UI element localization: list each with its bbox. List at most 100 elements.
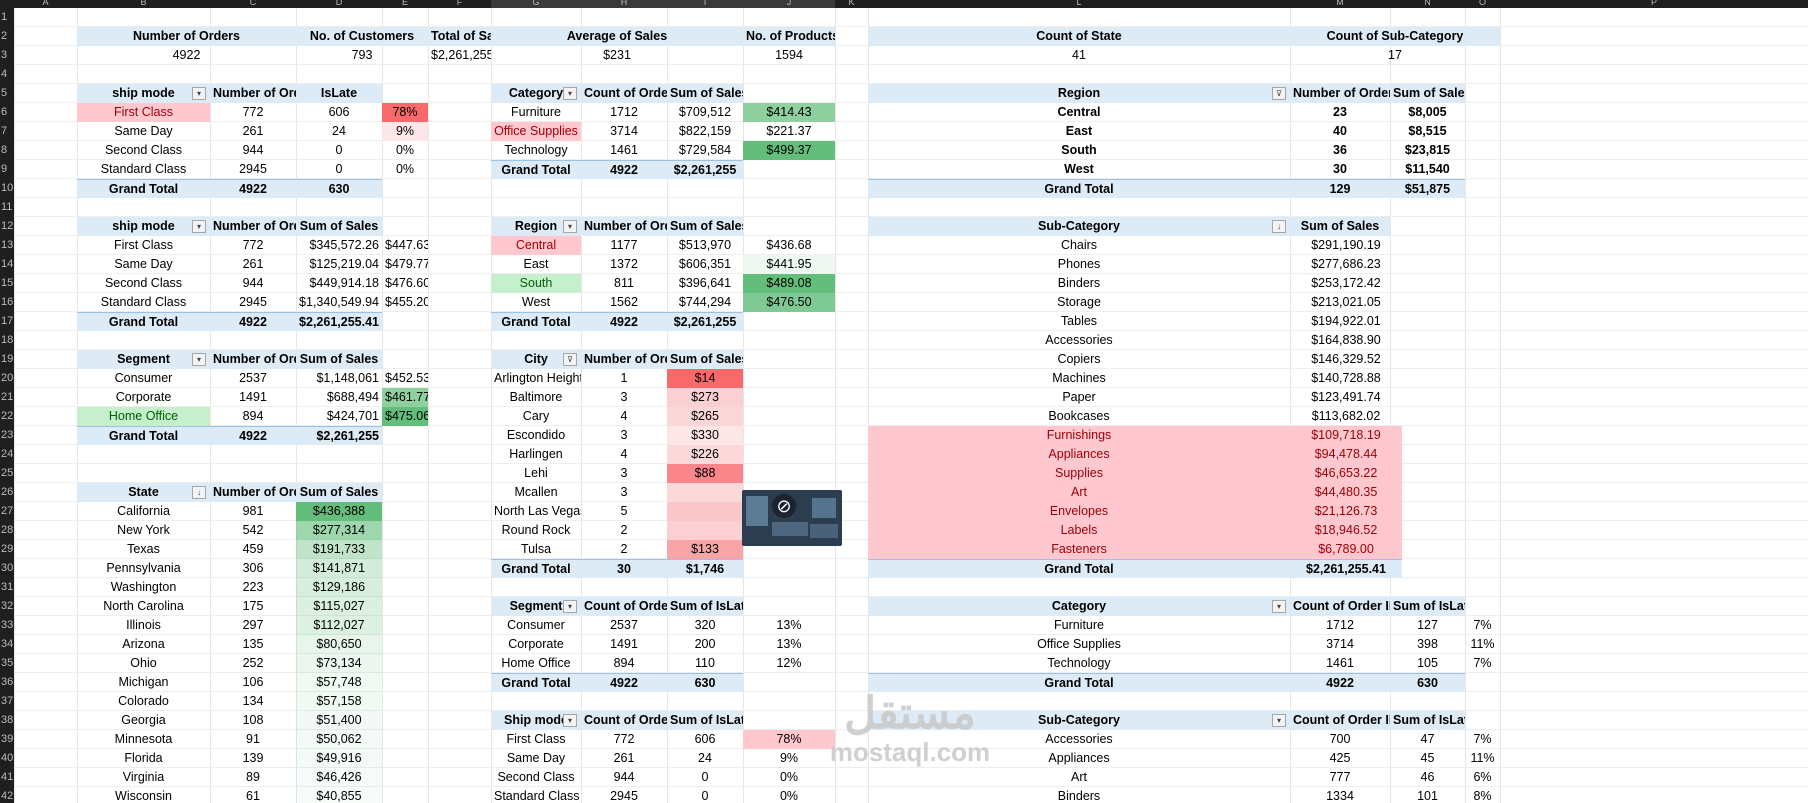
percent-value[interactable]: 9%	[382, 122, 428, 141]
grand-total[interactable]: Grand Total	[868, 179, 1290, 198]
column-header-O[interactable]: O	[1478, 0, 1486, 7]
value[interactable]: $1,148,061	[316, 371, 379, 385]
value[interactable]: $46,653.22	[1290, 464, 1402, 483]
row-header[interactable]: 32	[1, 600, 14, 612]
filter-dropdown-button[interactable]: ▾	[563, 87, 577, 100]
row-label[interactable]: Labels	[868, 521, 1290, 540]
value[interactable]: 1712	[610, 105, 638, 119]
grand-total[interactable]: 4922	[210, 312, 296, 331]
row-label[interactable]: Virginia	[122, 770, 165, 784]
row-label[interactable]: Phones	[1057, 257, 1101, 271]
value[interactable]: $50,062	[296, 730, 382, 749]
row-label[interactable]: Furniture	[510, 105, 562, 119]
value[interactable]: $449,914.18	[309, 276, 379, 290]
row-label[interactable]: Lehi	[524, 466, 548, 480]
row-label[interactable]: Colorado	[118, 694, 169, 708]
value[interactable]: $140,728.88	[1311, 371, 1381, 385]
average-value[interactable]: $461.77	[382, 388, 428, 407]
row-header[interactable]: 38	[1, 714, 14, 726]
thumbnail-overlay[interactable]: ⊘	[742, 490, 842, 546]
value[interactable]: $513,970	[678, 238, 732, 252]
pivot-header[interactable]: Segment	[491, 597, 581, 616]
pivot-header[interactable]: Sum of IsLate	[1390, 711, 1465, 730]
grand-total[interactable]: $2,261,255	[296, 426, 382, 445]
value[interactable]: 1372	[610, 257, 638, 271]
pivot-header[interactable]: Number of Order	[581, 350, 667, 369]
row-header[interactable]: 17	[1, 315, 14, 327]
row-label[interactable]: Supplies	[868, 464, 1290, 483]
pivot-header[interactable]: Count of Order ID	[1290, 711, 1390, 730]
percent-value[interactable]: 13%	[776, 618, 802, 632]
value[interactable]: $213,021.05	[1311, 295, 1381, 309]
pivot-header[interactable]: Sum of Sales	[667, 84, 743, 103]
average-value[interactable]: $489.08	[743, 274, 835, 293]
value[interactable]	[667, 483, 743, 502]
filter-dropdown-button[interactable]: ▾	[563, 600, 577, 613]
value[interactable]: 3714	[1326, 637, 1354, 651]
pivot-header[interactable]: Count of Order ID	[1290, 597, 1390, 616]
value[interactable]: 944	[242, 143, 264, 157]
value[interactable]: $14	[667, 369, 743, 388]
pivot-header[interactable]: ship mode	[77, 217, 210, 236]
value[interactable]: $729,584	[678, 143, 732, 157]
row-label[interactable]: Office Supplies	[491, 122, 581, 141]
row-label[interactable]: Technology	[504, 143, 568, 157]
value[interactable]: $73,134	[296, 654, 382, 673]
average-value[interactable]: $476.60	[385, 276, 428, 290]
row-header[interactable]: 33	[1, 619, 14, 631]
value[interactable]: 4	[620, 409, 628, 423]
value[interactable]: $396,641	[678, 276, 732, 290]
value[interactable]: $146,329.52	[1311, 352, 1381, 366]
row-label[interactable]: Illinois	[126, 618, 161, 632]
value[interactable]: 3	[620, 466, 628, 480]
grand-total[interactable]: 4922	[581, 312, 667, 331]
value[interactable]: $88	[667, 464, 743, 483]
value[interactable]: 252	[242, 656, 264, 670]
grand-total[interactable]: 4922	[210, 426, 296, 445]
value[interactable]: $226	[667, 445, 743, 464]
average-value[interactable]: $441.95	[743, 255, 835, 274]
value[interactable]: $18,946.52	[1290, 521, 1402, 540]
row-label[interactable]: Consumer	[114, 371, 173, 385]
row-label[interactable]: Home Office	[77, 407, 210, 426]
pivot-header[interactable]: Sub-Category	[868, 217, 1290, 236]
row-header[interactable]: 11	[1, 201, 13, 213]
value[interactable]: 110	[695, 656, 715, 670]
column-header-I[interactable]: I	[667, 0, 743, 8]
percent-value[interactable]: 11%	[1470, 751, 1495, 765]
value[interactable]: 223	[242, 580, 264, 594]
row-label[interactable]: Envelopes	[868, 502, 1290, 521]
value[interactable]: 3714	[610, 124, 638, 138]
kpi-label[interactable]: No. of Customers	[296, 27, 428, 46]
filter-dropdown-button[interactable]: ▾	[192, 220, 206, 233]
grand-total[interactable]: Grand Total	[491, 312, 581, 331]
value[interactable]: 0	[701, 789, 709, 803]
value[interactable]: $115,027	[296, 597, 382, 616]
row-label[interactable]: Copiers	[1057, 352, 1101, 366]
filter-dropdown-button[interactable]: ▾	[1272, 714, 1286, 727]
kpi-label[interactable]: Average of Sales	[491, 27, 743, 46]
row-label[interactable]: Storage	[1057, 295, 1101, 309]
row-label[interactable]: Chairs	[1060, 238, 1098, 252]
filter-dropdown-button[interactable]: ▾	[192, 353, 206, 366]
pivot-header[interactable]: Number of Orders	[210, 84, 296, 103]
grand-total[interactable]: Grand Total	[77, 179, 210, 198]
value[interactable]: $80,650	[296, 635, 382, 654]
row-label[interactable]: Art	[868, 483, 1290, 502]
kpi-value[interactable]: 793	[351, 48, 373, 62]
value[interactable]: $49,916	[296, 749, 382, 768]
percent-value[interactable]: 78%	[743, 730, 835, 749]
kpi-value[interactable]: 17	[1388, 48, 1402, 62]
grand-total[interactable]: $51,875	[1390, 179, 1465, 198]
value[interactable]: 4	[620, 447, 628, 461]
blocked-icon[interactable]: ⊘	[772, 494, 796, 518]
column-header-D[interactable]: D	[335, 0, 343, 7]
value[interactable]: $141,871	[296, 559, 382, 578]
value[interactable]: $253,172.42	[1311, 276, 1381, 290]
average-value[interactable]: $447.63	[385, 238, 428, 252]
row-label[interactable]: Appliances	[1048, 751, 1110, 765]
filter-dropdown-button[interactable]: ⊽	[563, 353, 577, 366]
row-header[interactable]: 31	[1, 581, 14, 593]
kpi-label[interactable]: No. of Products	[743, 27, 835, 46]
row-label[interactable]: Binders	[1057, 789, 1101, 803]
